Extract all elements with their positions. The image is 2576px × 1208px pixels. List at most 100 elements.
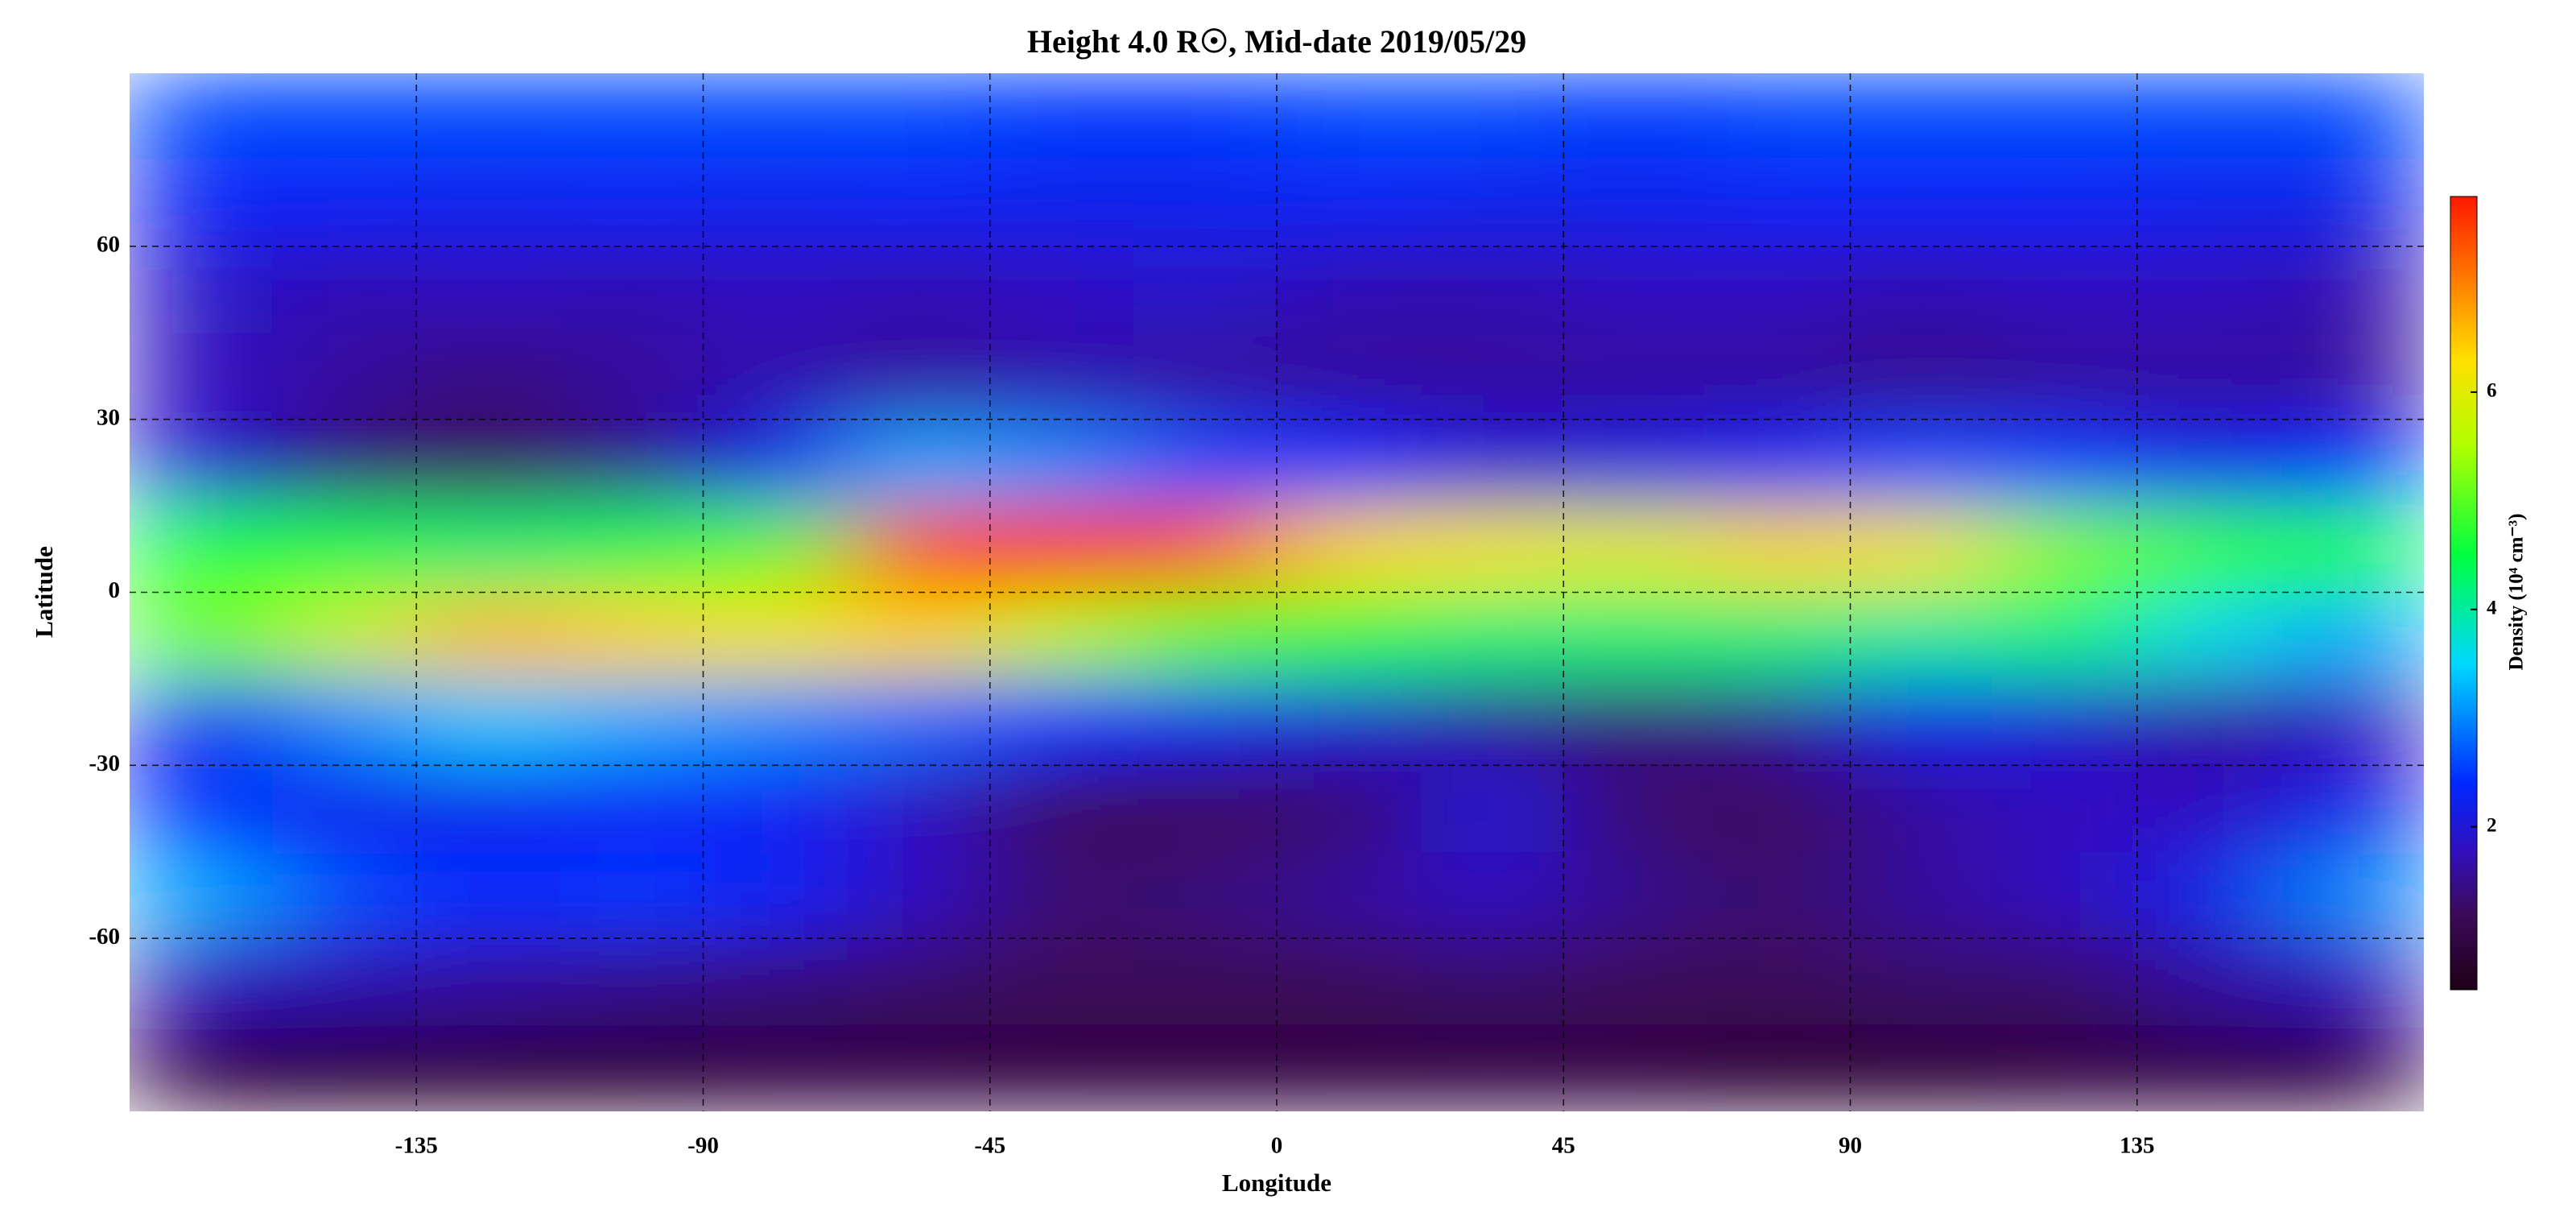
heatmap-cell (130, 73, 274, 160)
heatmap-cell (272, 592, 417, 680)
heatmap-cell (1276, 592, 1421, 680)
heatmap-cell (130, 592, 274, 680)
heatmap-cell (1133, 592, 1278, 680)
heatmap-cell (2136, 1024, 2281, 1111)
heatmap-cell (2280, 851, 2424, 939)
heatmap-cell (1419, 764, 1564, 853)
heatmap-cell (1850, 159, 1995, 247)
heatmap-cell (989, 505, 1134, 593)
heatmap-cell (989, 332, 1134, 420)
heatmap-cell (846, 1024, 991, 1111)
heatmap-cell (1850, 937, 1995, 1026)
heatmap-cell (130, 159, 274, 247)
heatmap-cell (846, 246, 991, 333)
y-tick-label: 60 (97, 231, 120, 257)
heatmap-field (130, 73, 2424, 1111)
heatmap-cell (989, 73, 1134, 160)
y-axis-label: Latitude (30, 546, 58, 638)
heatmap-cell (1563, 159, 1707, 247)
heatmap-cell (559, 419, 704, 507)
heatmap-cell (846, 159, 991, 247)
heatmap-cell (1276, 851, 1421, 939)
heatmap-cell (1563, 937, 1707, 1026)
heatmap-cell (130, 678, 274, 766)
heatmap-cell (272, 332, 417, 420)
heatmap-cell (1993, 678, 2138, 766)
y-tick-label: -30 (89, 751, 120, 776)
heatmap-cell (1133, 159, 1278, 247)
heatmap-cell (2280, 505, 2424, 593)
x-tick-label: -90 (687, 1133, 719, 1159)
heatmap-cell (989, 851, 1134, 939)
heatmap-cell (2280, 764, 2424, 853)
heatmap-cell (2136, 678, 2281, 766)
heatmap-cell (1419, 419, 1564, 507)
heatmap-cell (1419, 937, 1564, 1026)
heatmap-cell (703, 937, 848, 1026)
heatmap-cell (1850, 1024, 1995, 1111)
heatmap-cell (1276, 332, 1421, 420)
heatmap-cell (1850, 419, 1995, 507)
heatmap-cell (989, 159, 1134, 247)
heatmap-cell (1276, 419, 1421, 507)
heatmap-cell (415, 851, 560, 939)
heatmap-cell (703, 332, 848, 420)
x-axis-label: Longitude (1222, 1169, 1331, 1197)
heatmap-cell (703, 1024, 848, 1111)
heatmap-cell (1133, 851, 1278, 939)
x-tick-label: -135 (395, 1133, 438, 1159)
heatmap-cell (1419, 159, 1564, 247)
heatmap-cell (272, 505, 417, 593)
heatmap-cell (1419, 505, 1564, 593)
heatmap-cell (1563, 851, 1707, 939)
heatmap-cell (2136, 419, 2281, 507)
heatmap-cell (1276, 678, 1421, 766)
heatmap-cell (1133, 1024, 1278, 1111)
heatmap-cell (1563, 246, 1707, 333)
heatmap-cell (559, 678, 704, 766)
heatmap-cell (1850, 332, 1995, 420)
heatmap-cell (1563, 419, 1707, 507)
heatmap-cell (2136, 937, 2281, 1026)
heatmap-cell (2136, 246, 2281, 333)
heatmap-cell (846, 592, 991, 680)
heatmap-cell (1419, 246, 1564, 333)
heatmap-cell (415, 937, 560, 1026)
heatmap-cell (1133, 73, 1278, 160)
heatmap-cell (1993, 332, 2138, 420)
heatmap-cell (846, 73, 991, 160)
heatmap-cell (2280, 73, 2424, 160)
chart-title: Height 4.0 R☉, Mid-date 2019/05/29 (1027, 23, 1526, 60)
heatmap-cell (1276, 764, 1421, 853)
heatmap-cell (989, 419, 1134, 507)
colorbar-label: Density (10⁴ cm⁻³) (2506, 514, 2528, 671)
heatmap-cell (272, 678, 417, 766)
heatmap-cell (559, 246, 704, 333)
heatmap-cell (989, 764, 1134, 853)
heatmap-cell (2136, 851, 2281, 939)
colorbar-tick-label: 2 (2487, 814, 2497, 836)
heatmap-cell (1993, 419, 2138, 507)
x-tick-label: 45 (1552, 1133, 1575, 1159)
heatmap-cell (130, 419, 274, 507)
heatmap-cell (415, 73, 560, 160)
x-tick-label: 90 (1839, 1133, 1862, 1159)
heatmap-cell (2136, 505, 2281, 593)
heatmap-cell (1276, 159, 1421, 247)
heatmap-cell (2136, 159, 2281, 247)
heatmap-cell (1706, 851, 1851, 939)
heatmap-cell (1419, 678, 1564, 766)
heatmap-cell (1993, 159, 2138, 247)
heatmap-cell (2280, 246, 2424, 333)
heatmap-cell (703, 505, 848, 593)
heatmap-cell (989, 592, 1134, 680)
heatmap-cell (989, 1024, 1134, 1111)
heatmap-cell (2136, 764, 2281, 853)
heatmap-cell (1563, 73, 1707, 160)
heatmap-cell (846, 419, 991, 507)
heatmap-cell (1133, 332, 1278, 420)
heatmap-cell (703, 592, 848, 680)
heatmap-cell (1276, 246, 1421, 333)
heatmap-cell (846, 332, 991, 420)
heatmap-cell (846, 937, 991, 1026)
